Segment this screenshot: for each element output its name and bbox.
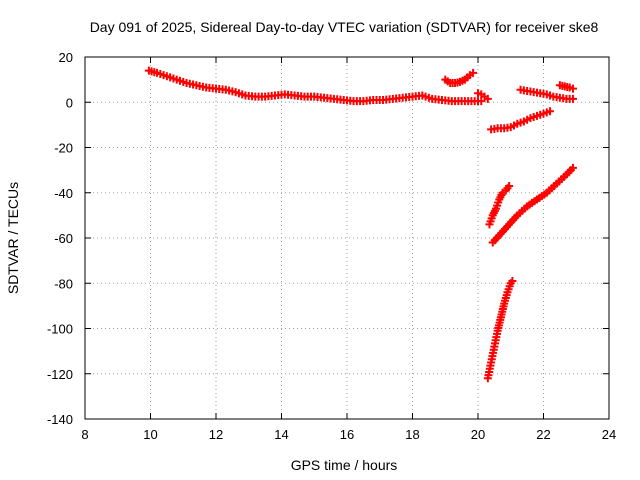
data-point bbox=[477, 97, 486, 106]
x-tick-label: 22 bbox=[536, 427, 550, 442]
x-tick-label: 16 bbox=[340, 427, 354, 442]
data-point bbox=[568, 163, 577, 172]
y-tick-label: -40 bbox=[54, 186, 73, 201]
series-segment bbox=[488, 163, 577, 247]
series-segment bbox=[516, 85, 577, 103]
series-segment bbox=[144, 66, 486, 106]
y-tick-label: -60 bbox=[54, 231, 73, 246]
chart-title: Day 091 of 2025, Sidereal Day-to-day VTE… bbox=[90, 19, 599, 35]
grid bbox=[85, 57, 609, 419]
y-tick-label: -80 bbox=[54, 276, 73, 291]
data-point bbox=[483, 94, 492, 103]
x-axis-label: GPS time / hours bbox=[291, 457, 398, 473]
series-segment bbox=[474, 89, 492, 103]
x-tick-label: 20 bbox=[471, 427, 485, 442]
data-point bbox=[546, 107, 555, 116]
y-tick-label: -120 bbox=[47, 367, 73, 382]
data-point bbox=[568, 84, 577, 93]
x-tick-label: 14 bbox=[274, 427, 288, 442]
y-tick-label: 20 bbox=[59, 50, 73, 65]
x-tick-label: 8 bbox=[81, 427, 88, 442]
data-point bbox=[469, 68, 478, 77]
x-tick-label: 24 bbox=[602, 427, 616, 442]
series-segment bbox=[555, 81, 577, 93]
y-tick-label: -100 bbox=[47, 322, 73, 337]
y-tick-label: -140 bbox=[47, 412, 73, 427]
series-segment bbox=[487, 107, 555, 134]
x-tick-label: 10 bbox=[143, 427, 157, 442]
series-segment bbox=[441, 68, 478, 88]
data-points bbox=[144, 66, 577, 383]
x-tick-label: 12 bbox=[209, 427, 223, 442]
data-point bbox=[508, 276, 517, 285]
series-segment bbox=[485, 181, 514, 229]
series-segment bbox=[483, 276, 517, 383]
y-tick-label: 0 bbox=[66, 95, 73, 110]
y-axis-label: SDTVAR / TECUs bbox=[5, 182, 21, 294]
y-tick-label: -20 bbox=[54, 141, 73, 156]
axis-ticks: 8 10 12 14 16 18 20 22 24 20 0 -20 -40 -60 -80 -100 -120… bbox=[47, 50, 616, 442]
data-point bbox=[568, 94, 577, 103]
data-point bbox=[505, 181, 514, 190]
x-tick-label: 18 bbox=[405, 427, 419, 442]
